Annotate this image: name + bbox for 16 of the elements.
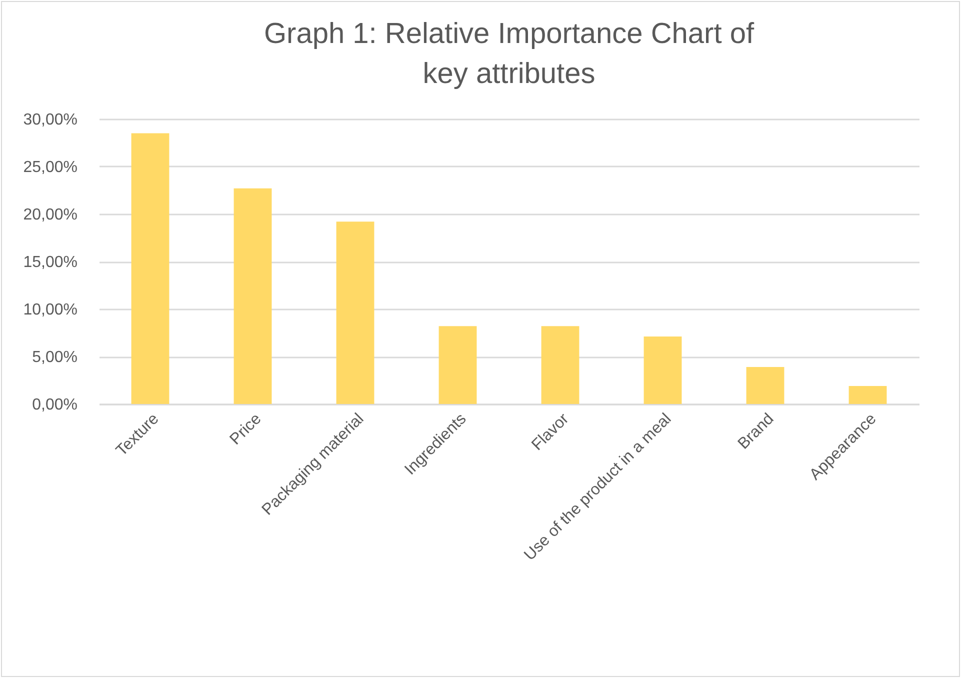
bar <box>131 133 170 404</box>
bar <box>336 222 374 404</box>
y-tick-label: 20,00% <box>23 206 78 224</box>
y-tick-label: 25,00% <box>23 159 78 176</box>
bar <box>746 366 784 404</box>
y-tick-label: 5,00% <box>32 349 78 366</box>
y-tick-label: 30,00% <box>23 112 78 128</box>
y-tick-label: 0,00% <box>32 396 78 414</box>
bar <box>848 386 887 404</box>
bar <box>438 326 477 404</box>
y-tick-label: 10,00% <box>23 302 78 318</box>
bar <box>644 336 682 404</box>
bar <box>541 326 580 404</box>
chart-title: Graph 1: Relative Importance Chart of key attributes <box>264 18 755 90</box>
bar <box>234 188 272 404</box>
y-tick-label: 15,00% <box>23 254 78 271</box>
